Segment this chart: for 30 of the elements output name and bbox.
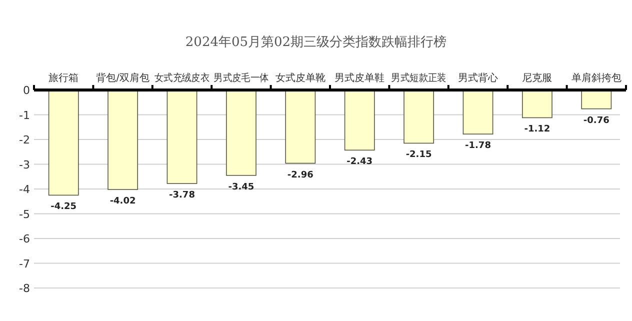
y-tick-label: -8 — [19, 282, 30, 295]
data-label: -2.96 — [287, 170, 314, 180]
y-tick-label: -2 — [19, 134, 30, 146]
x-tick-label: 尼克服 — [522, 72, 552, 84]
data-label: -4.02 — [110, 196, 136, 206]
data-label: -4.25 — [50, 202, 77, 212]
data-label: -3.45 — [228, 182, 254, 192]
x-tick-label: 背包/双肩包 — [96, 72, 150, 84]
y-tick-label: -3 — [19, 158, 30, 172]
data-label: -0.76 — [583, 116, 610, 126]
data-label: -3.78 — [169, 190, 195, 201]
y-tick-label: -7 — [19, 257, 30, 270]
x-tick-label: 女式充绒皮衣 — [154, 72, 214, 84]
x-tick-label: 旅行箱 — [48, 72, 79, 84]
y-tick-label: -6 — [19, 232, 30, 246]
y-tick-label: -5 — [19, 208, 30, 221]
x-tick-label: 男式皮单鞋 — [334, 72, 385, 84]
x-tick-label: 男式皮毛一体 — [214, 72, 274, 84]
x-tick-label: 男式背心 — [458, 72, 498, 84]
data-label: -2.43 — [346, 157, 373, 168]
x-tick-label: 女式皮单靴 — [275, 72, 326, 84]
data-label: -1.78 — [465, 141, 491, 152]
x-tick-label: 男式短款正装 — [391, 72, 452, 84]
x-tick-label: 单肩斜挎包 — [571, 72, 622, 84]
chart-title: 2024年05月第02期三级分类指数跌幅排行榜 — [185, 35, 447, 50]
y-tick-label: -1 — [19, 108, 30, 122]
y-tick-label: 0 — [23, 84, 30, 97]
y-tick-label: -4 — [19, 183, 30, 196]
data-label: -2.15 — [406, 150, 432, 160]
data-label: -1.12 — [524, 124, 550, 135]
